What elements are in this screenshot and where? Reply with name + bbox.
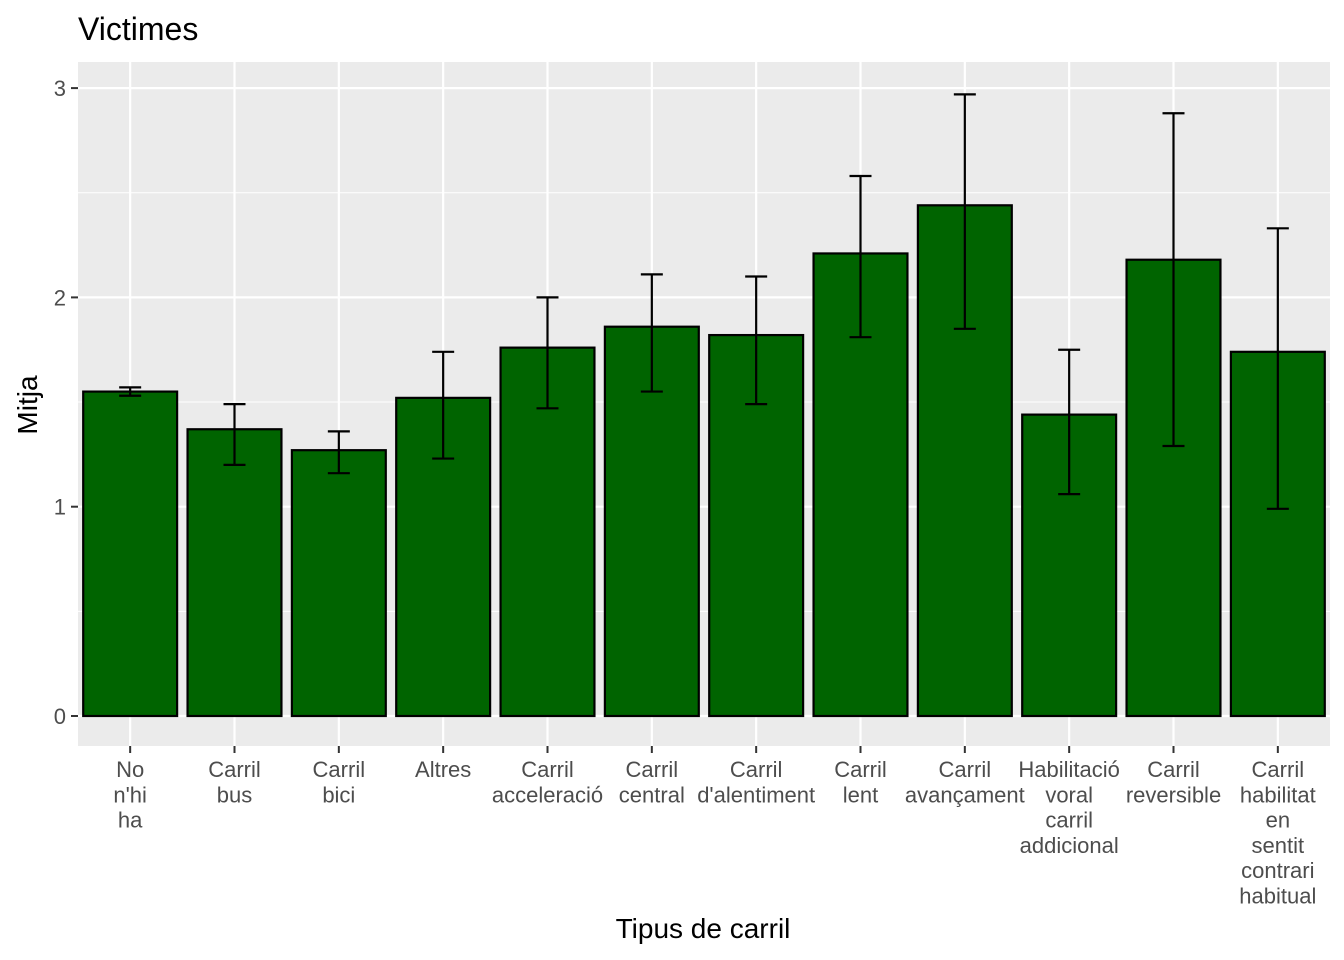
x-tick-label: Carril avançament	[905, 757, 1025, 807]
x-tick-label-line: contrari	[1241, 858, 1314, 883]
x-tick-label: Carril reversible	[1126, 757, 1221, 807]
x-tick-label: Habilitació voral carril addicional	[1018, 757, 1120, 858]
x-tick-label-line: Carril	[626, 757, 679, 782]
bar	[290, 449, 387, 718]
bar	[186, 428, 283, 718]
error-bars	[119, 93, 1289, 510]
x-tick-label: Carril bici	[313, 757, 366, 807]
bar	[1021, 413, 1118, 718]
chart-title: Victimes	[78, 11, 198, 47]
y-tick-label: 0	[54, 704, 66, 729]
y-tick-label: 3	[54, 76, 66, 101]
y-tick-label: 1	[54, 495, 66, 520]
x-tick-label-line: carril	[1045, 808, 1093, 833]
x-tick-label-line: en	[1266, 808, 1290, 833]
x-tick-label-line: voral	[1045, 782, 1093, 807]
x-tick-label-line: addicional	[1020, 833, 1119, 858]
x-tick-label-line: ha	[118, 808, 143, 833]
x-tick-label: No n'hi ha	[113, 757, 147, 833]
x-tick-label-line: avançament	[905, 782, 1025, 807]
x-tick-label: Carril acceleració	[492, 757, 603, 807]
x-tick-label-line: Carril	[313, 757, 366, 782]
plot-panel	[78, 62, 1330, 746]
x-axis-title: Tipus de carril	[616, 913, 791, 944]
x-tick-label-line: Carril	[208, 757, 261, 782]
x-tick-label-line: Altres	[415, 757, 471, 782]
x-tick-label-line: d'alentiment	[697, 782, 815, 807]
x-tick-label-line: Carril	[521, 757, 574, 782]
x-tick-label-line: Carril	[1252, 757, 1305, 782]
x-tick-label-line: acceleració	[492, 782, 603, 807]
x-tick-label-line: sentit	[1252, 833, 1305, 858]
x-tick-label-line: bici	[322, 782, 355, 807]
x-tick-label-line: habilitat	[1240, 782, 1316, 807]
x-tick-label-line: habitual	[1239, 884, 1316, 909]
x-tick-label: Carril habilitat en sentit contrari habitual	[1239, 757, 1316, 909]
y-axis-title: Mitja	[12, 375, 43, 435]
x-tick-label-line: central	[619, 782, 685, 807]
x-tick-label-line: reversible	[1126, 782, 1221, 807]
x-tick-label: Carril lent	[834, 757, 887, 807]
bar	[916, 204, 1013, 718]
bar	[82, 390, 179, 718]
x-tick-label: Altres	[415, 757, 471, 782]
x-tick-label-line: n'hi	[113, 782, 147, 807]
x-tick-label-line: Carril	[730, 757, 783, 782]
x-tick-label: Carril central	[619, 757, 685, 807]
x-tick-label: Carril bus	[208, 757, 261, 807]
x-tick-label-line: bus	[217, 782, 252, 807]
x-tick-label-line: Habilitació	[1018, 757, 1120, 782]
x-tick-label: Carril d'alentiment	[697, 757, 815, 807]
x-tick-label-line: No	[116, 757, 144, 782]
x-tick-label-line: Carril	[834, 757, 887, 782]
y-axis: 0 1 2 3	[54, 76, 78, 729]
x-tick-label-line: Carril	[1147, 757, 1200, 782]
x-tick-label-line: lent	[843, 782, 878, 807]
y-tick-label: 2	[54, 285, 66, 310]
x-tick-label-line: Carril	[939, 757, 992, 782]
